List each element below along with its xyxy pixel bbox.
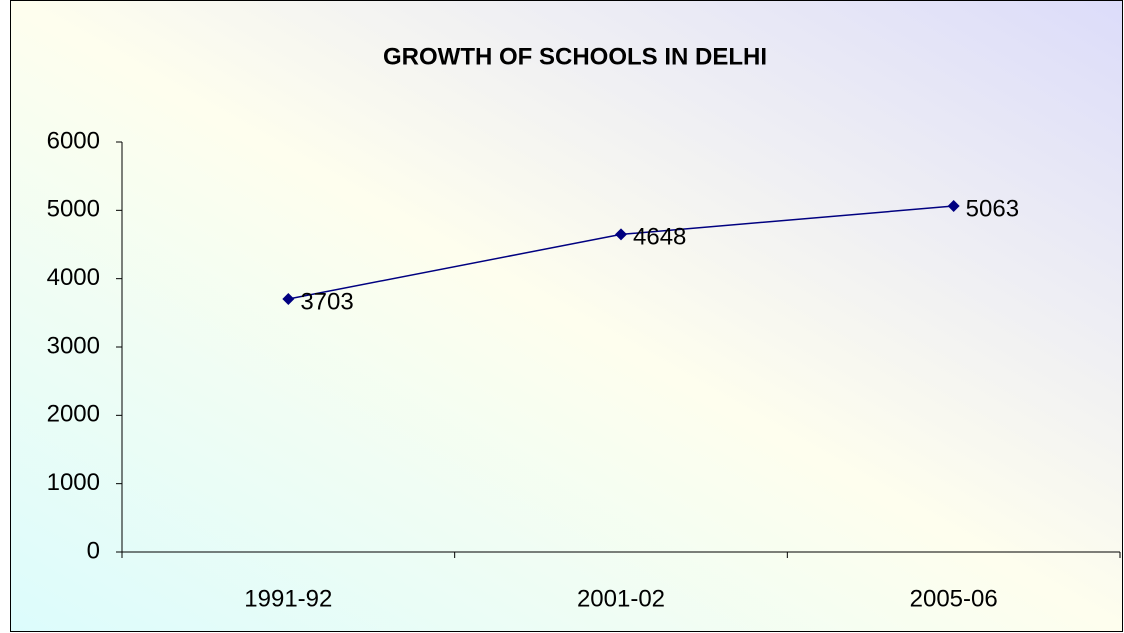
x-tick-label: 2005-06 — [910, 585, 998, 612]
y-tick-label: 2000 — [47, 401, 100, 428]
chart-title: GROWTH OF SCHOOLS IN DELHI — [383, 43, 767, 70]
y-tick-label: 3000 — [47, 332, 100, 359]
x-tick-label: 1991-92 — [244, 585, 332, 612]
data-label: 4648 — [633, 224, 686, 251]
marker — [947, 200, 960, 213]
data-label: 3703 — [300, 288, 353, 315]
y-tick-label: 5000 — [47, 196, 100, 223]
data-label: 5063 — [966, 195, 1019, 222]
x-tick-label: 2001-02 — [577, 585, 665, 612]
y-tick-label: 6000 — [47, 127, 100, 154]
marker — [615, 228, 627, 241]
y-tick-label: 1000 — [47, 469, 100, 496]
y-tick-label: 4000 — [47, 264, 100, 291]
chart-area — [10, 0, 1123, 632]
y-tick-label: 0 — [87, 537, 100, 564]
marker — [282, 292, 295, 305]
